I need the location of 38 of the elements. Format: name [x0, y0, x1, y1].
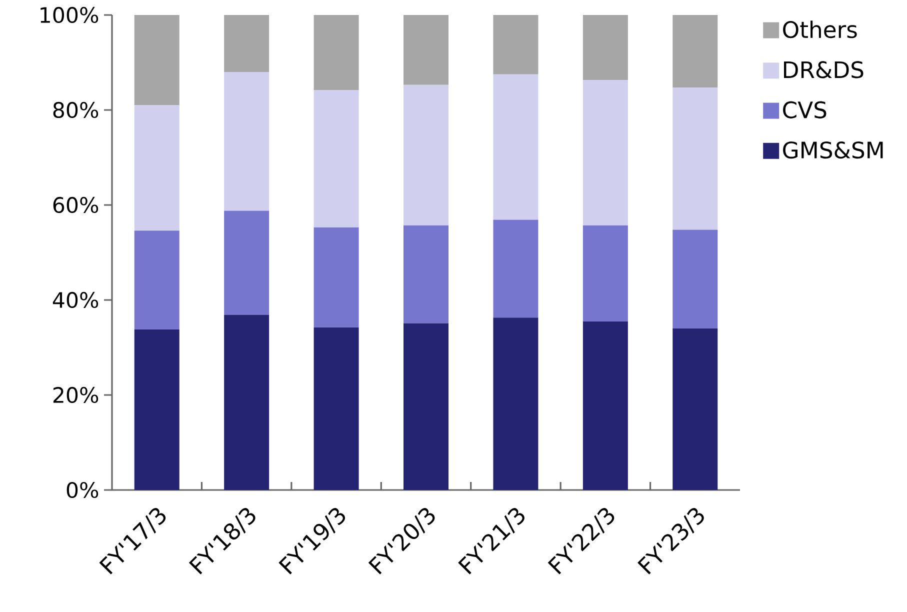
y-tick-label: 0% [66, 482, 98, 498]
bar [672, 15, 718, 88]
bar [224, 15, 270, 72]
bar [493, 318, 538, 490]
bar [314, 90, 359, 228]
bar [224, 72, 270, 211]
bar [314, 15, 359, 90]
bar [582, 225, 628, 322]
bar [493, 220, 538, 318]
bar [672, 328, 718, 490]
bar [672, 230, 718, 328]
bar [582, 321, 628, 490]
bar [493, 74, 538, 220]
bar [224, 210, 270, 315]
legend-label: Others [783, 20, 857, 38]
legend-label: GMS&SM [783, 141, 883, 159]
y-tick-label: 20% [53, 386, 98, 404]
bar [493, 15, 538, 74]
y-tick-label: 40% [52, 292, 98, 308]
bar [582, 80, 628, 226]
bar [404, 323, 449, 490]
bar [134, 105, 180, 231]
bar [582, 15, 628, 80]
y-tick-label: 100% [40, 6, 98, 24]
legend-label: DR&DS [784, 61, 864, 78]
legend-label: CVS [783, 101, 826, 118]
bar [314, 328, 359, 490]
bar [672, 88, 718, 230]
bar [314, 227, 359, 328]
y-tick-label: 60% [53, 196, 98, 214]
bar [134, 15, 180, 106]
bar [404, 15, 449, 85]
bar [404, 84, 449, 226]
bar [134, 230, 180, 330]
bar [404, 225, 449, 324]
y-tick-label: 80% [53, 102, 98, 118]
bar [134, 329, 180, 490]
bar [224, 314, 270, 490]
